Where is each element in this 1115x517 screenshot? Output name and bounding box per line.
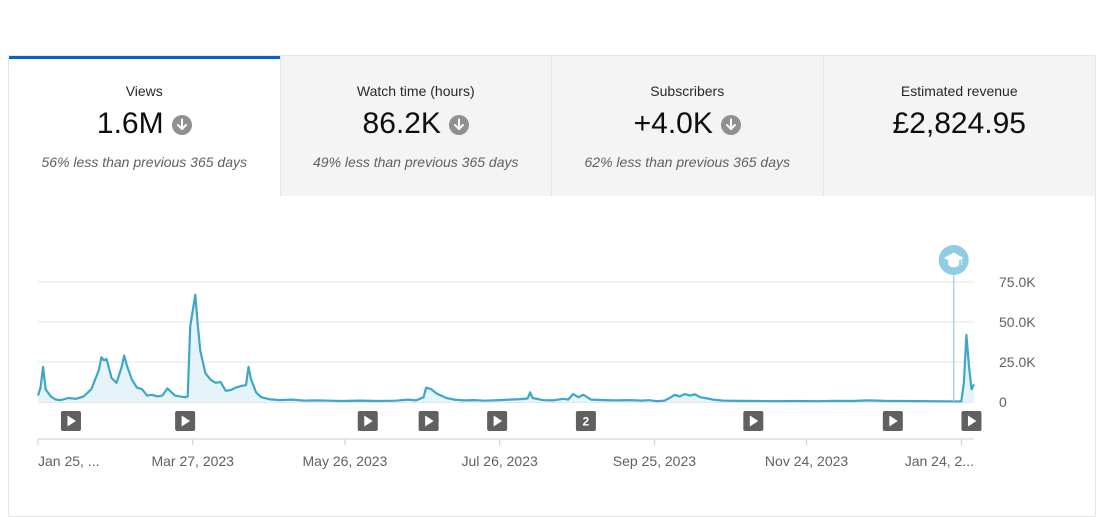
comparison-text: 49% less than previous 365 days bbox=[313, 154, 519, 170]
x-tick-label: Jan 24, 2... bbox=[905, 453, 974, 469]
play-icon bbox=[889, 415, 898, 427]
play-icon bbox=[493, 415, 503, 427]
video-marker-count: 2 bbox=[583, 415, 590, 429]
tab-value-row: 1.6M bbox=[9, 107, 280, 141]
analytics-card: Views 1.6M 56% less than previous 365 da… bbox=[8, 55, 1096, 517]
x-tick-label: Mar 27, 2023 bbox=[151, 453, 234, 469]
arrow-down-icon bbox=[171, 115, 192, 135]
y-tick-label: 25.0K bbox=[999, 354, 1036, 370]
video-marker[interactable] bbox=[575, 411, 596, 431]
series-area bbox=[38, 294, 974, 402]
play-icon bbox=[425, 415, 434, 427]
play-icon bbox=[967, 415, 977, 427]
tab-subscribers[interactable]: Subscribers +4.0K 62% less than previous… bbox=[552, 56, 824, 196]
x-tick-label: Jul 26, 2023 bbox=[462, 453, 538, 469]
x-tick-label: Nov 24, 2023 bbox=[765, 453, 848, 469]
arrow-down-icon bbox=[448, 115, 469, 135]
metric-value: £2,824.95 bbox=[892, 107, 1026, 140]
comparison-text: 56% less than previous 365 days bbox=[41, 154, 247, 170]
tab-label: Estimated revenue bbox=[900, 83, 1018, 99]
tab-label: Subscribers bbox=[650, 83, 725, 99]
metric-value: 86.2K bbox=[362, 107, 441, 140]
series-line bbox=[36, 293, 975, 403]
metric-value: +4.0K bbox=[633, 107, 713, 140]
y-tick-label: 75.0K bbox=[999, 274, 1036, 290]
tab-watch-time[interactable]: Watch time (hours) 86.2K 49% less than p… bbox=[280, 56, 552, 196]
play-icon bbox=[181, 415, 191, 427]
tab-value-row: 86.2K bbox=[281, 107, 552, 141]
x-tick-label: Sep 25, 2023 bbox=[613, 453, 697, 469]
y-tick-label: 0 bbox=[999, 394, 1007, 410]
tab-views[interactable]: Views 1.6M 56% less than previous 365 da… bbox=[9, 56, 281, 196]
tab-estimated-revenue[interactable]: Estimated revenue £2,824.95 bbox=[823, 56, 1096, 196]
views-chart: 0 25.0K 50.0K 75.0K 2 Jan 25, ... Mar 27, 2023… bbox=[36, 245, 1036, 469]
x-tick-label: May 26, 2023 bbox=[303, 453, 388, 469]
tab-value-row: £2,824.95 bbox=[824, 107, 1096, 141]
play-icon bbox=[364, 415, 373, 427]
metric-tabs: Views 1.6M 56% less than previous 365 da… bbox=[9, 56, 1095, 196]
tab-value-row: +4.0K bbox=[552, 107, 823, 141]
x-tick-label: Jan 25, ... bbox=[38, 453, 99, 469]
tab-label: Views bbox=[125, 83, 163, 99]
graduation-cap-icon bbox=[943, 252, 964, 268]
metric-value: 1.6M bbox=[96, 107, 164, 140]
arrow-down-icon bbox=[720, 115, 741, 135]
tab-label: Watch time (hours) bbox=[356, 83, 475, 99]
y-tick-label: 50.0K bbox=[999, 314, 1036, 330]
play-icon bbox=[67, 415, 76, 427]
play-icon bbox=[749, 415, 759, 427]
comparison-text: 62% less than previous 365 days bbox=[584, 154, 790, 170]
